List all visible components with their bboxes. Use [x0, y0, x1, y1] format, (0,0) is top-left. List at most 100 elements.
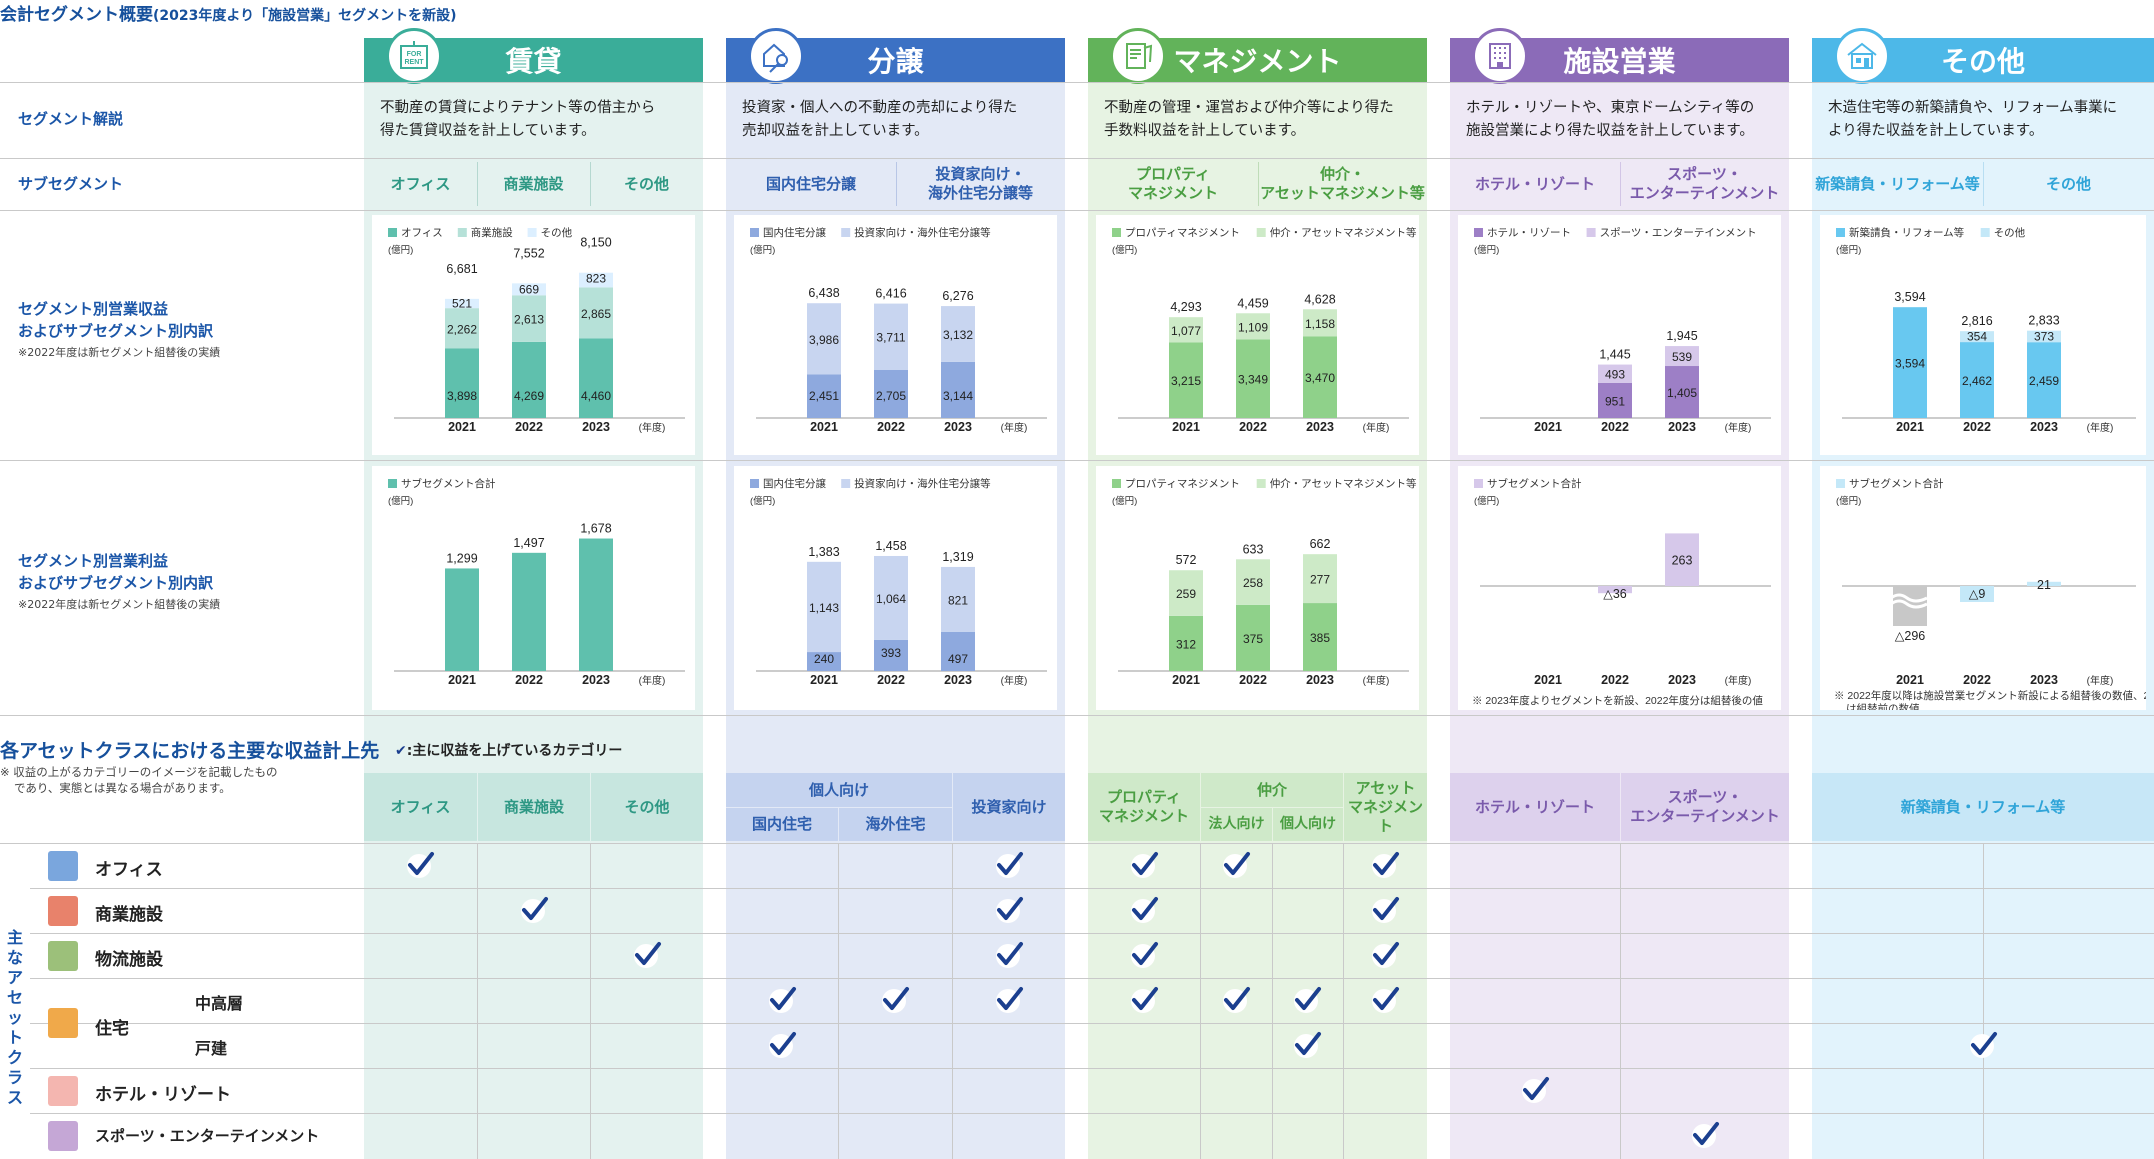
- check-icon: [404, 849, 436, 881]
- bar: [807, 303, 841, 375]
- check-icon: [766, 1029, 798, 1061]
- row-divider: [30, 1068, 2154, 1069]
- data-label: 4,269: [514, 389, 544, 403]
- asset-label: 商業施設: [95, 905, 163, 925]
- total-label: 633: [1243, 542, 1264, 556]
- bar: [1169, 570, 1203, 616]
- total-label: 8,150: [580, 236, 611, 250]
- year-suffix-label: (年度): [1001, 674, 1028, 687]
- chart-facility-revenue: ホテル・リゾート スポーツ・エンターテインメント (億円) 2021 2022 951 49…: [1474, 227, 1771, 434]
- colhead-asset-management: アセット マネジメント: [1344, 773, 1427, 841]
- x-tick-label: 2022: [1601, 420, 1629, 434]
- vertical-label-asset-class: 主なアセットクラス: [6, 928, 23, 1107]
- chart-box: サブセグメント合計 (億円) 2021 1,299 2022 1,497 2023 1,678…: [372, 466, 695, 710]
- x-tick-label: 2021: [1896, 420, 1924, 434]
- data-label: 823: [586, 272, 606, 286]
- section-note: ※ 収益の上がるカテゴリーのイメージを記載したもの であり、実態とは異なる場合があ…: [0, 765, 278, 795]
- data-label: △296: [1895, 629, 1926, 643]
- col-divider: [1983, 843, 1984, 1159]
- chart-management-revenue: プロパティマネジメント 仲介・アセットマネジメント等 (億円) 2021 3,215 1,…: [1112, 226, 1417, 434]
- col-divider: [1272, 843, 1273, 1159]
- legend-swatch: [527, 228, 537, 237]
- row-divider: [30, 1113, 2154, 1114]
- asset-label: スポーツ・エンターテインメント: [95, 1127, 320, 1145]
- year-suffix-label: (年度): [1725, 421, 1752, 434]
- data-label: △36: [1603, 587, 1627, 601]
- legend-label: プロパティマネジメント: [1125, 478, 1240, 490]
- data-label: 3,711: [876, 331, 905, 345]
- total-label: 1,945: [1666, 329, 1697, 343]
- bar: [512, 341, 546, 418]
- check-icon: [1128, 849, 1160, 881]
- segment-name: 分譲: [867, 45, 924, 78]
- subsegment-hotel-resort: ホテル・リゾート: [1474, 174, 1595, 193]
- colhead-hotel-resort: ホテル・リゾート: [1450, 773, 1620, 841]
- bar: [1598, 364, 1632, 383]
- data-label: 3,594: [1895, 357, 1925, 371]
- divider: [0, 715, 2154, 716]
- unit-label: (億円): [1474, 495, 1499, 507]
- x-tick-label: 2021: [1172, 420, 1200, 434]
- bar: [1303, 309, 1337, 337]
- bar: [1960, 331, 1994, 343]
- bar: [941, 631, 975, 671]
- section-title: 各アセットクラスにおける主要な収益計上先: [0, 740, 380, 762]
- segment-description-facility: ホテル・リゾートや、東京ドームシティ等の 施設営業により得た収益を計上しています。: [1466, 100, 1755, 139]
- legend-label: その他: [541, 226, 573, 239]
- legend-label: 投資家向け・海外住宅分譲等: [854, 226, 991, 239]
- data-label: △9: [1969, 587, 1986, 601]
- segment-description-other: 木造住宅等の新築請負や、リフォーム事業に より得た収益を計上しています。: [1828, 100, 2118, 139]
- bar: [512, 552, 546, 671]
- data-label: 258: [1243, 576, 1263, 590]
- colhead-individual: 個人向け: [726, 773, 952, 807]
- total-label: 7,552: [513, 246, 544, 260]
- bar: [941, 566, 975, 632]
- bar: [1665, 346, 1699, 367]
- legend-check: ✔:主に収益を上げているカテゴリー: [395, 743, 623, 759]
- legend-swatch: [1256, 479, 1266, 488]
- bar: [445, 348, 479, 418]
- x-tick-label: 2021: [1896, 673, 1924, 687]
- data-label: 385: [1310, 631, 1330, 645]
- data-label: 3,349: [1238, 373, 1268, 387]
- subsegment-office: オフィス: [390, 174, 451, 193]
- data-label: 393: [881, 646, 901, 660]
- x-tick-label: 2022: [877, 673, 905, 687]
- x-tick-label: 2021: [810, 673, 838, 687]
- warehouse-icon: [48, 941, 78, 971]
- check-icon: [1128, 894, 1160, 926]
- legend-label: スポーツ・エンターテインメント: [1600, 227, 1757, 239]
- stadium-icon: [48, 1121, 78, 1151]
- check-icon: [1128, 984, 1160, 1016]
- chart-other-revenue: 新築請負・リフォーム等 その他 (億円) 2021 3,594 3,594 2022 2,46…: [1836, 226, 2136, 434]
- segment-header-sales: 分譲: [726, 28, 1065, 84]
- colhead-corporate: 法人向け: [1201, 808, 1272, 841]
- chart-note: ※ 2023年度よりセグメントを新設、2022年度分は組替後の値: [1472, 694, 1763, 707]
- check-icon: [1967, 1029, 1999, 1061]
- bar: [874, 303, 908, 370]
- asset-label: 住宅: [95, 1019, 129, 1039]
- bar: [874, 555, 908, 640]
- year-suffix-label: (年度): [639, 421, 666, 434]
- data-label: 821: [948, 593, 968, 607]
- data-label: 375: [1243, 632, 1263, 646]
- subsegment-other2: その他: [2045, 174, 2091, 193]
- legend-label: ホテル・リゾート: [1487, 227, 1571, 239]
- divider: [0, 460, 2154, 461]
- axis-break-mark: [1890, 599, 1928, 609]
- for-rent-sign-icon: FOR RENT: [386, 28, 442, 84]
- divider: [590, 162, 591, 206]
- bar: [807, 561, 841, 653]
- x-tick-label: 2022: [515, 673, 543, 687]
- data-label: 3,470: [1305, 371, 1335, 385]
- data-label: 277: [1310, 573, 1330, 587]
- legend-swatch: [388, 228, 397, 237]
- divider: [1620, 162, 1621, 206]
- bar: [2027, 581, 2061, 586]
- total-label: 1,678: [580, 522, 611, 536]
- data-label: 4,460: [581, 389, 611, 403]
- asset-sublabel: 中高層: [195, 994, 244, 1013]
- bar: [1598, 382, 1632, 418]
- svg-text:FOR: FOR: [407, 51, 422, 58]
- legend-swatch: [1474, 228, 1483, 237]
